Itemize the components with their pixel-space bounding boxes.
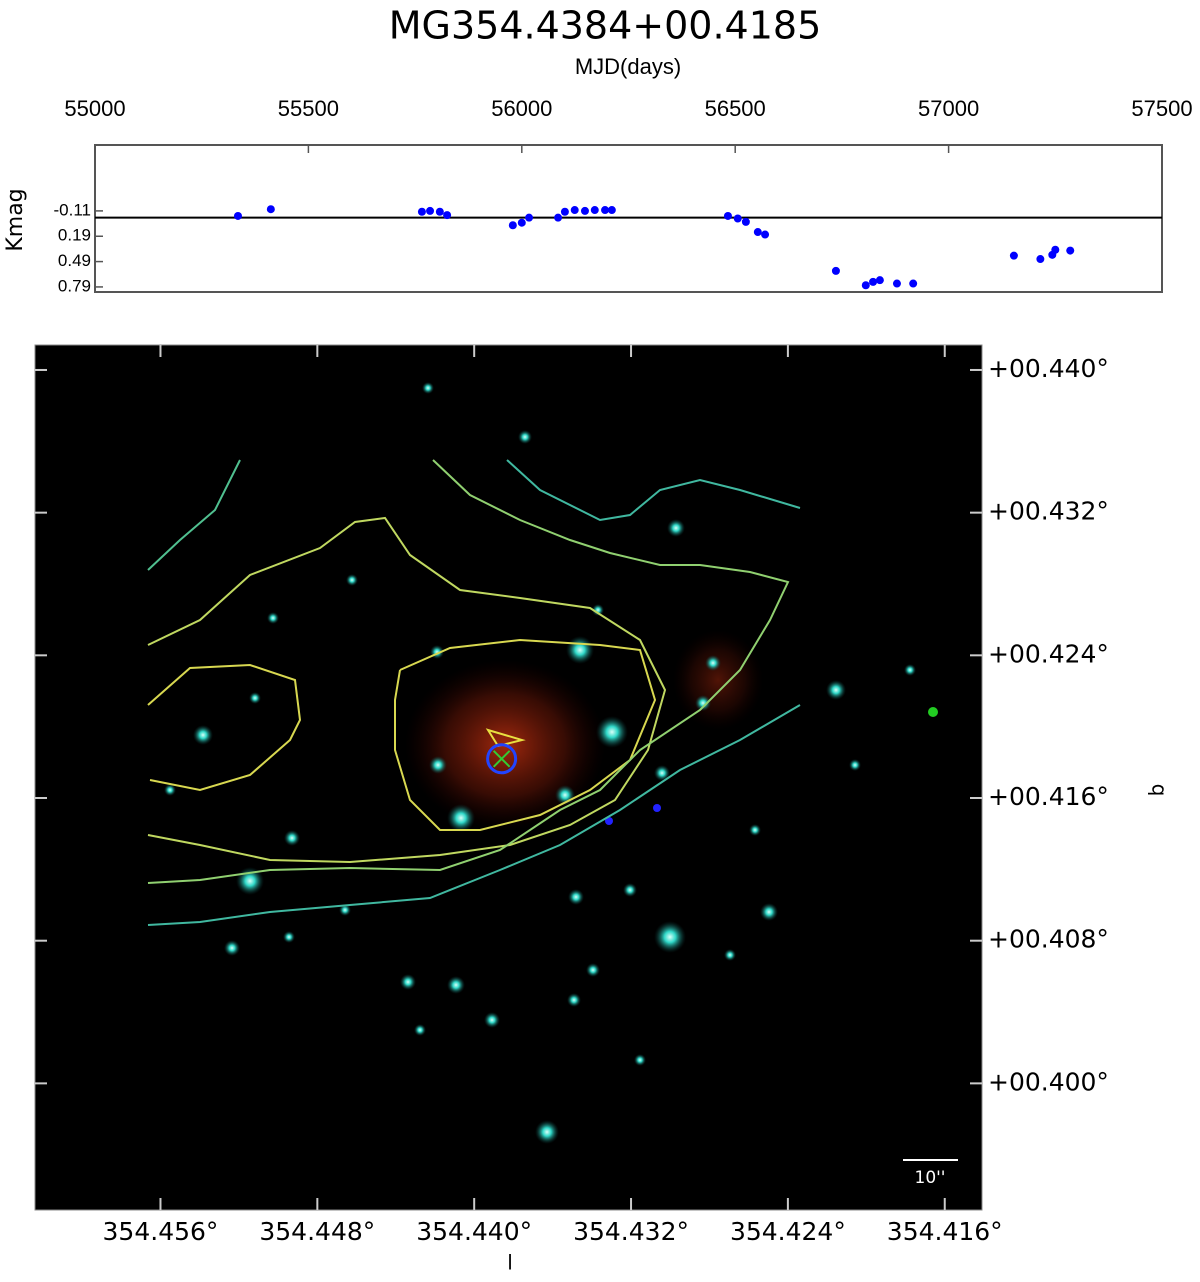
x-tick-label: 57500 xyxy=(1131,96,1192,121)
x-tick-label: 354.416° xyxy=(887,1217,1003,1246)
data-point xyxy=(892,279,901,288)
data-point xyxy=(861,281,870,290)
source-cross xyxy=(492,750,511,768)
y-tick-label: -0.11 xyxy=(54,200,92,219)
x-axis-label: l xyxy=(507,1251,513,1275)
data-point xyxy=(723,211,732,220)
data-point xyxy=(554,213,563,222)
star-blue xyxy=(605,817,613,825)
y-tick-label: +00.400° xyxy=(988,1067,1109,1096)
stars xyxy=(164,382,916,1144)
y-tick-label: 0.19 xyxy=(58,226,91,245)
title: MG354.4384+00.4185 xyxy=(389,4,822,48)
x-axis-label: MJD(days) xyxy=(575,54,681,79)
contours xyxy=(147,459,801,926)
data-point xyxy=(1066,246,1075,255)
x-tick-label: 56000 xyxy=(491,96,552,121)
data-point xyxy=(443,211,452,220)
data-point xyxy=(869,277,878,286)
light-curve: 55000 55500 56000 56500 57000 57500 -0.11 0.19 0… xyxy=(54,96,1193,296)
y-tick-label: +00.424° xyxy=(988,639,1109,668)
y-tick-label: +00.408° xyxy=(988,925,1109,954)
y-tick-label: 0.49 xyxy=(58,251,91,270)
data-point xyxy=(1051,245,1060,254)
x-tick-label: 354.456° xyxy=(103,1217,219,1246)
image-axes: 354.456° 354.448° 354.440° 354.432° 354.424°… xyxy=(35,345,1109,1246)
x-tick-label: 354.432° xyxy=(573,1217,689,1246)
x-tick-label: 55000 xyxy=(64,96,125,121)
red-emission xyxy=(673,630,763,730)
data-point xyxy=(525,213,534,222)
data-point xyxy=(508,221,517,230)
star-green xyxy=(928,707,938,717)
data-point xyxy=(601,206,610,215)
data-point xyxy=(607,206,616,215)
data-point xyxy=(426,206,435,215)
y-tick-label: +00.416° xyxy=(988,782,1109,811)
data-point xyxy=(909,279,918,288)
x-tick-label: 55500 xyxy=(278,96,339,121)
star-blue xyxy=(653,804,661,812)
data-point xyxy=(741,217,750,226)
data-point xyxy=(875,276,884,285)
x-tick-label: 56500 xyxy=(705,96,766,121)
data-point xyxy=(1036,255,1045,264)
data-point xyxy=(1009,251,1018,260)
y-tick-label: 0.79 xyxy=(58,276,91,295)
sky-image: 10'' xyxy=(147,382,958,1188)
x-tick-label: 57000 xyxy=(918,96,979,121)
data-point xyxy=(266,205,275,214)
data-point xyxy=(570,206,579,215)
y-tick-label: +00.432° xyxy=(988,497,1109,526)
y-axis-label: Kmag xyxy=(3,188,28,251)
scale-bar-label: 10'' xyxy=(915,1168,946,1188)
data-point xyxy=(233,211,242,220)
data-point xyxy=(761,230,770,239)
data-point xyxy=(417,207,426,216)
data-point xyxy=(590,206,599,215)
y-axis-label: b xyxy=(1145,784,1169,797)
data-point xyxy=(560,207,569,216)
x-tick-label: 354.440° xyxy=(416,1217,532,1246)
data-point xyxy=(753,228,762,237)
data-point xyxy=(831,266,840,275)
y-tick-label: +00.440° xyxy=(988,354,1109,383)
data-point xyxy=(733,214,742,223)
source-marker xyxy=(486,743,518,775)
data-point xyxy=(435,207,444,216)
data-point xyxy=(580,206,589,215)
data-point xyxy=(517,218,526,227)
x-tick-label: 354.424° xyxy=(730,1217,846,1246)
x-tick-label: 354.448° xyxy=(259,1217,375,1246)
